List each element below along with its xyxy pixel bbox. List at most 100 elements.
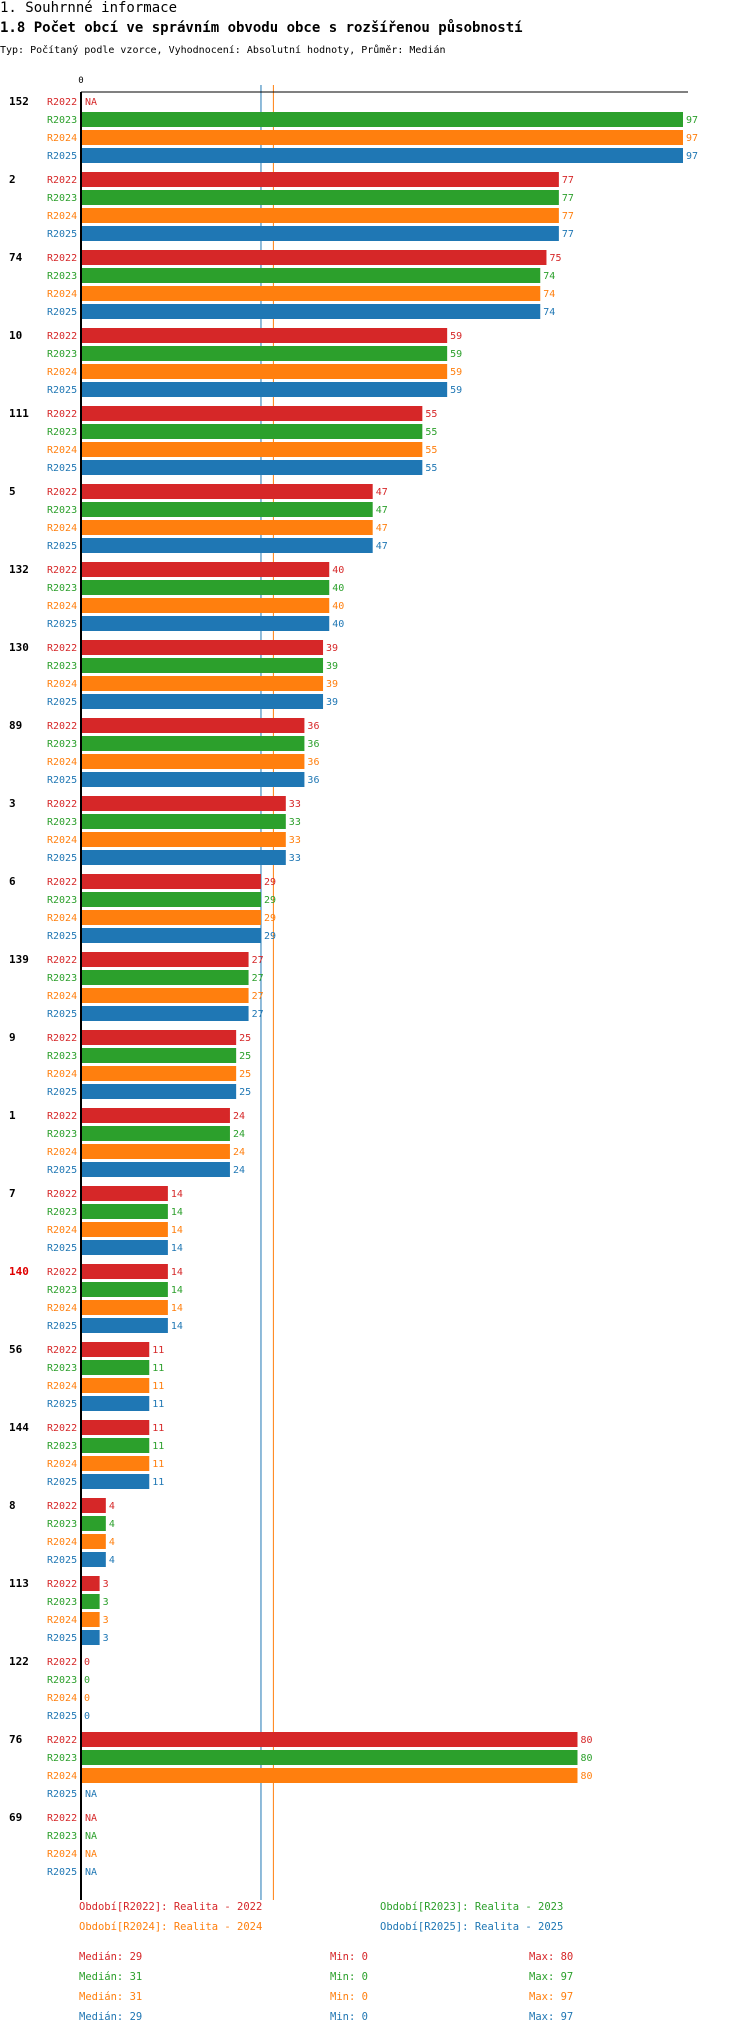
bar [81, 1630, 100, 1645]
value-label: 24 [233, 1111, 245, 1122]
bar [81, 694, 324, 709]
legend-max: Max: 97 [529, 1971, 574, 1983]
series-label: R2025 [47, 853, 77, 864]
bar [81, 1222, 168, 1237]
series-label: R2022 [47, 955, 77, 966]
legend-period: Období[R2023]: Realita - 2023 [380, 1901, 564, 1913]
series-label: R2024 [47, 1849, 77, 1860]
series-label: R2025 [47, 775, 77, 786]
bar [81, 910, 261, 925]
bar [81, 754, 305, 769]
value-label: 11 [152, 1381, 164, 1392]
value-label: 40 [332, 565, 344, 576]
bar [81, 658, 324, 673]
value-label: 59 [450, 331, 462, 342]
value-label: 14 [171, 1189, 183, 1200]
bar [81, 736, 305, 751]
series-label: R2022 [47, 1345, 77, 1356]
value-label: 14 [171, 1225, 183, 1236]
bar [81, 1516, 106, 1531]
series-label: R2024 [47, 1771, 77, 1782]
series-label: R2023 [47, 505, 77, 516]
value-label: NA [85, 1813, 97, 1824]
series-label: R2023 [47, 973, 77, 984]
bar [81, 1498, 106, 1513]
legend-min: Min: 0 [330, 1971, 368, 1983]
series-label: R2023 [47, 193, 77, 204]
series-label: R2022 [47, 1501, 77, 1512]
series-label: R2024 [47, 1459, 77, 1470]
series-label: R2025 [47, 1555, 77, 1566]
value-label: 59 [450, 349, 462, 360]
value-label: 4 [109, 1519, 115, 1530]
series-label: R2022 [47, 565, 77, 576]
value-label: 24 [233, 1147, 245, 1158]
bar [81, 562, 330, 577]
series-label: R2025 [47, 697, 77, 708]
bar [81, 1360, 150, 1375]
series-label: R2025 [47, 619, 77, 630]
group-label: 74 [9, 251, 23, 264]
value-label: 74 [543, 307, 555, 318]
series-label: R2024 [47, 523, 77, 534]
series-label: R2025 [47, 307, 77, 318]
bar [81, 1282, 168, 1297]
legend-median: Medián: 31 [79, 1991, 143, 2003]
series-label: R2024 [47, 1381, 77, 1392]
bar [81, 1240, 168, 1255]
value-label: 77 [562, 193, 574, 204]
value-label: 40 [332, 601, 344, 612]
group-label: 132 [9, 563, 29, 576]
bar [81, 346, 448, 361]
group-label: 8 [9, 1499, 16, 1512]
value-label: 4 [109, 1555, 115, 1566]
x-axis-zero-label: 0 [78, 76, 83, 86]
series-label: R2022 [47, 97, 77, 108]
bar [81, 928, 261, 943]
value-label: 4 [109, 1537, 115, 1548]
bar [81, 148, 683, 163]
series-label: R2023 [47, 1597, 77, 1608]
value-label: 55 [425, 409, 437, 420]
value-label: 11 [152, 1345, 164, 1356]
bar [81, 130, 683, 145]
value-label: 3 [103, 1633, 109, 1644]
series-label: R2024 [47, 913, 77, 924]
value-label: 77 [562, 211, 574, 222]
value-label: 25 [239, 1051, 251, 1062]
group-label: 111 [9, 407, 29, 420]
series-label: R2024 [47, 1537, 77, 1548]
series-label: R2024 [47, 1615, 77, 1626]
value-label: 80 [580, 1735, 592, 1746]
legend-period: Období[R2025]: Realita - 2025 [380, 1921, 564, 1933]
value-label: 29 [264, 877, 276, 888]
bar [81, 286, 541, 301]
value-label: 29 [264, 913, 276, 924]
series-label: R2022 [47, 1111, 77, 1122]
value-label: 0 [84, 1693, 90, 1704]
series-label: R2023 [47, 271, 77, 282]
value-label: 11 [152, 1477, 164, 1488]
bar [81, 970, 249, 985]
group-label: 130 [9, 641, 29, 654]
group-label: 7 [9, 1187, 16, 1200]
group-label: 1 [9, 1109, 16, 1122]
series-label: R2024 [47, 1225, 77, 1236]
bar [81, 1048, 237, 1063]
bar [81, 616, 330, 631]
series-label: R2025 [47, 463, 77, 474]
value-label: 55 [425, 463, 437, 474]
group-label: 144 [9, 1421, 29, 1434]
series-label: R2025 [47, 1009, 77, 1020]
bar [81, 676, 324, 691]
bar [81, 832, 286, 847]
series-label: R2025 [47, 1321, 77, 1332]
value-label: 36 [307, 739, 319, 750]
bar [81, 1438, 150, 1453]
bar [81, 1084, 237, 1099]
bar [81, 484, 373, 499]
series-label: R2022 [47, 1267, 77, 1278]
value-label: 80 [580, 1771, 592, 1782]
series-label: R2023 [47, 739, 77, 750]
series-label: R2023 [47, 1519, 77, 1530]
